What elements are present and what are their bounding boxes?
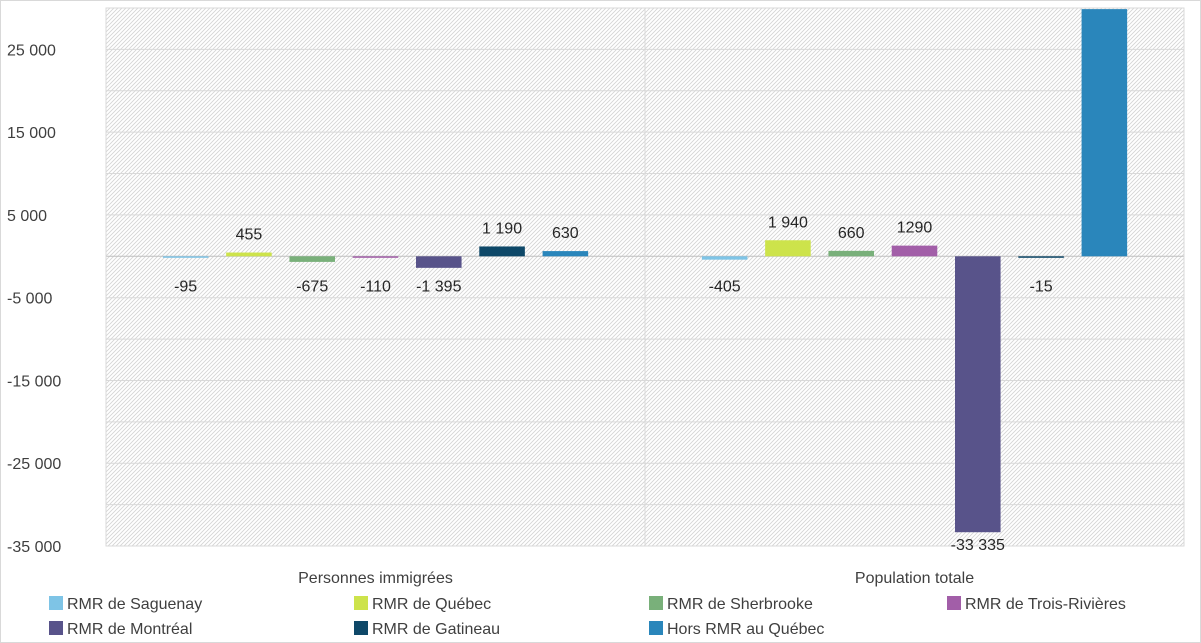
bar-rmr-de-quebec-population-totale	[765, 240, 811, 257]
data-labels: -95 455 -675 -110 -1 395 1 190 630 -405 1 940 660…	[174, 214, 1053, 554]
bar-hors-rmr-au-quebec-personnes-immigrees	[542, 251, 589, 257]
bar-hors-rmr-au-quebec-population-totale	[1081, 9, 1128, 257]
legend-label: Hors RMR au Québec	[667, 621, 824, 638]
bar-rmr-de-gatineau-population-totale	[1018, 256, 1064, 258]
bar-rmr-de-montreal-personnes-immigrees	[416, 256, 462, 268]
legend-item-rmr-de-trois-rivieres: RMR de Trois-Rivières	[947, 596, 1126, 613]
bar-rmr-de-sherbrooke-personnes-immigrees	[289, 256, 335, 262]
bar-rmr-de-quebec-personnes-immigrees	[226, 252, 272, 257]
legend-swatch	[354, 596, 368, 610]
legend-item-rmr-de-sherbrooke: RMR de Sherbrooke	[649, 596, 813, 613]
data-label: -95	[174, 278, 197, 295]
data-label: -405	[709, 278, 741, 295]
legend: RMR de Saguenay RMR de Québec RMR de Sherb…	[49, 596, 1126, 638]
legend-swatch	[49, 596, 63, 610]
gridlines	[105, 7, 1185, 547]
data-label: 630	[552, 225, 579, 242]
legend-swatch	[49, 621, 63, 635]
bar-rmr-de-montreal-population-totale	[955, 256, 1001, 533]
data-label: -15	[1030, 278, 1053, 295]
bars	[162, 9, 1128, 533]
data-label: 455	[236, 227, 263, 244]
data-label: -675	[296, 278, 328, 295]
y-tick-label: 5 000	[7, 208, 47, 225]
bar-rmr-de-saguenay-population-totale	[701, 256, 748, 260]
data-label: -33 335	[951, 537, 1005, 554]
legend-label: RMR de Montréal	[67, 621, 192, 638]
legend-label: RMR de Gatineau	[372, 621, 500, 638]
data-label: -110	[360, 278, 391, 295]
x-category-label: Population totale	[855, 570, 974, 587]
y-axis: 25 000 15 000 5 000 -5 000 -15 000 -25 000 -35…	[7, 42, 61, 556]
legend-item-rmr-de-quebec: RMR de Québec	[354, 596, 491, 613]
legend-item-rmr-de-gatineau: RMR de Gatineau	[354, 621, 500, 638]
bar-rmr-de-saguenay-personnes-immigrees	[162, 256, 209, 258]
y-tick-label: -15 000	[7, 373, 61, 390]
y-tick-label: 25 000	[7, 42, 56, 59]
legend-item-rmr-de-montreal: RMR de Montréal	[49, 621, 192, 638]
legend-item-hors-rmr-au-quebec: Hors RMR au Québec	[649, 621, 824, 638]
data-label: 1 190	[482, 220, 522, 237]
legend-swatch	[947, 596, 961, 610]
legend-label: RMR de Trois-Rivières	[965, 596, 1126, 613]
bar-rmr-de-gatineau-personnes-immigrees	[479, 246, 525, 257]
bar-rmr-de-sherbrooke-population-totale	[828, 250, 874, 257]
x-axis: Personnes immigrées Population totale	[298, 570, 974, 587]
data-label: 1 940	[768, 214, 808, 231]
legend-swatch	[354, 621, 368, 635]
legend-label: RMR de Saguenay	[67, 596, 202, 613]
y-tick-label: 15 000	[7, 125, 56, 142]
data-label: 660	[838, 225, 865, 242]
y-tick-label: -35 000	[7, 539, 61, 556]
bar-rmr-de-trois-rivieres-personnes-immigrees	[352, 256, 399, 258]
y-tick-label: -5 000	[7, 291, 52, 308]
legend-label: RMR de Québec	[372, 596, 491, 613]
y-tick-label: -25 000	[7, 456, 61, 473]
data-label: 1290	[897, 220, 933, 237]
legend-swatch	[649, 621, 663, 635]
legend-item-rmr-de-saguenay: RMR de Saguenay	[49, 596, 202, 613]
bar-rmr-de-trois-rivieres-population-totale	[891, 245, 938, 257]
legend-label: RMR de Sherbrooke	[667, 596, 813, 613]
data-label: -1 395	[416, 278, 461, 295]
x-category-label: Personnes immigrées	[298, 570, 453, 587]
plot-border	[105, 7, 1185, 547]
legend-swatch	[649, 596, 663, 610]
